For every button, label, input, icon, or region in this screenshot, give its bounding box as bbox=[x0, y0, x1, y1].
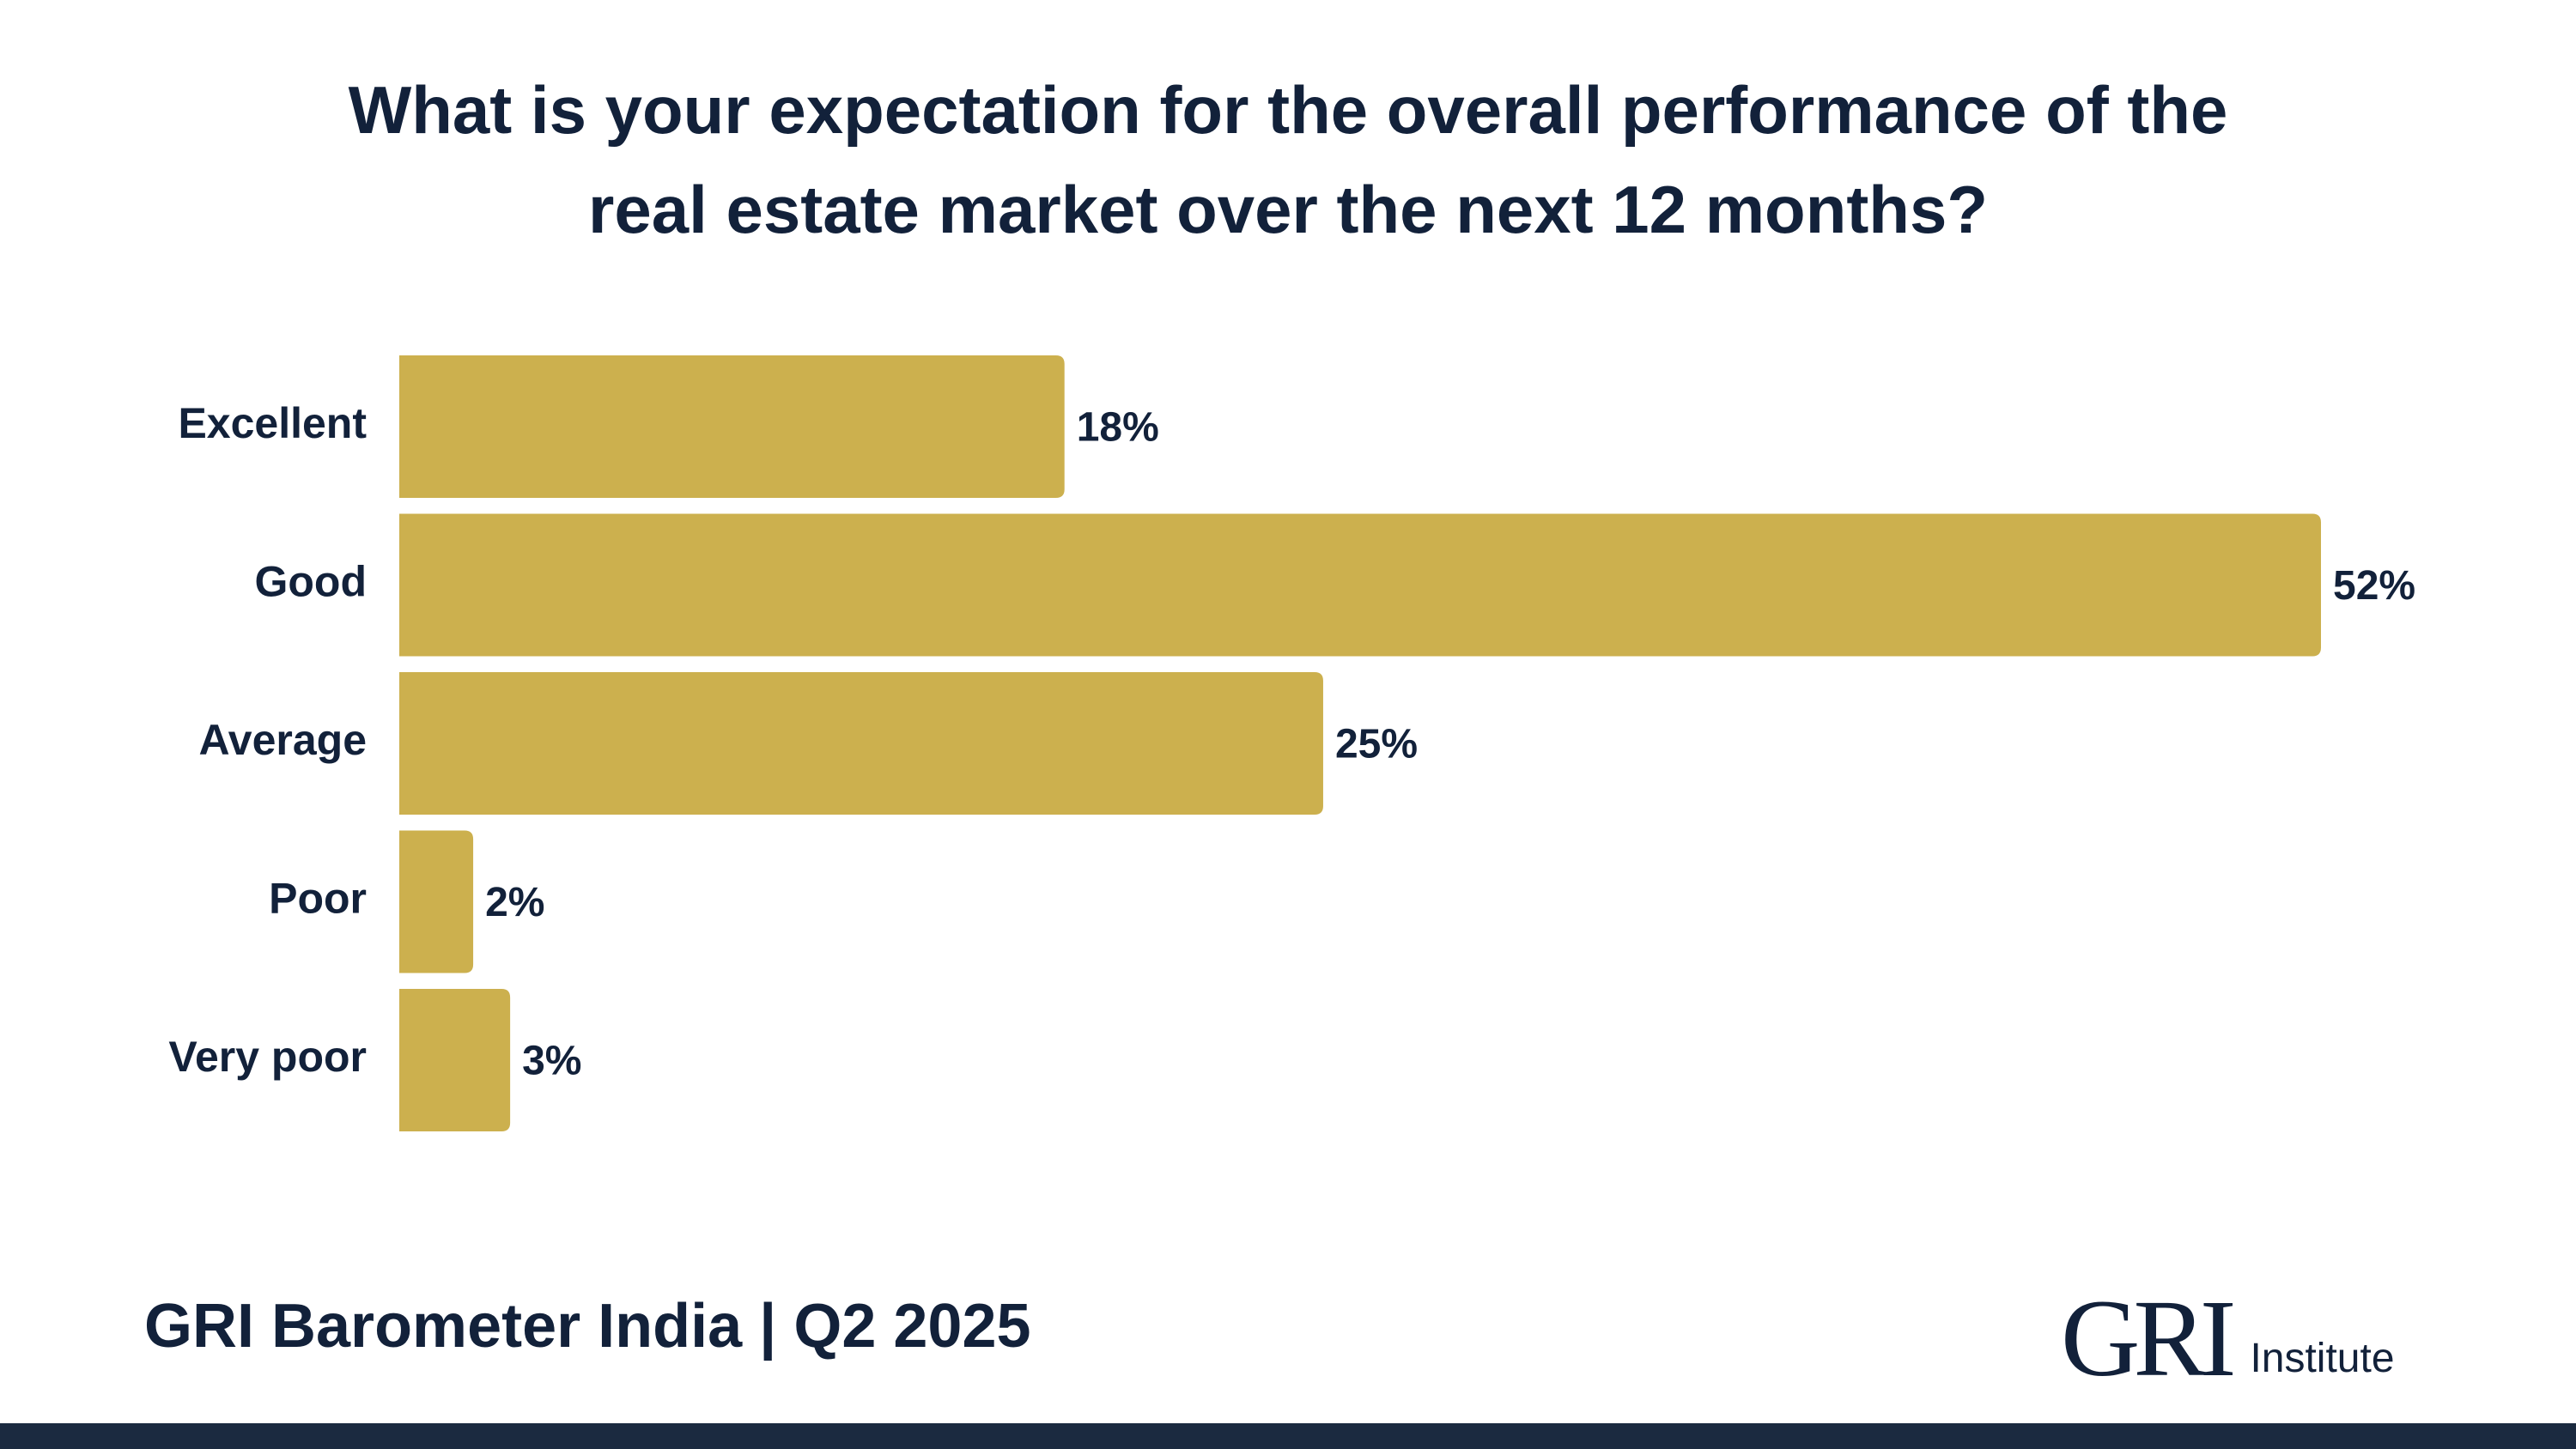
bar-average bbox=[399, 672, 1323, 815]
category-label-average: Average bbox=[199, 716, 367, 764]
footer-bar bbox=[0, 1423, 2576, 1449]
chart-title-line-1: What is your expectation for the overall… bbox=[348, 72, 2228, 148]
report-title: GRI Barometer India | Q2 2025 bbox=[144, 1292, 1031, 1361]
chart-title: What is your expectation for the overall… bbox=[0, 60, 2576, 259]
value-label-average: 25% bbox=[1335, 722, 1418, 767]
category-label-very-poor: Very poor bbox=[168, 1033, 367, 1081]
value-label-poor: 2% bbox=[485, 880, 544, 925]
bar-very-poor bbox=[399, 989, 511, 1131]
category-label-excellent: Excellent bbox=[178, 399, 367, 447]
gri-institute-logo: GRI Institute bbox=[2061, 1277, 2395, 1399]
value-label-excellent: 18% bbox=[1077, 405, 1159, 451]
bar-excellent bbox=[399, 355, 1065, 498]
logo-mark: GRI bbox=[2061, 1277, 2236, 1399]
value-label-good: 52% bbox=[2333, 563, 2415, 609]
bar-good bbox=[399, 513, 2321, 657]
chart-title-line-2: real estate market over the next 12 mont… bbox=[588, 172, 1988, 247]
category-label-good: Good bbox=[254, 558, 367, 606]
category-label-poor: Poor bbox=[269, 875, 367, 923]
bar-poor bbox=[399, 830, 474, 973]
value-label-very-poor: 3% bbox=[522, 1039, 581, 1084]
logo-text: Institute bbox=[2250, 1336, 2395, 1381]
